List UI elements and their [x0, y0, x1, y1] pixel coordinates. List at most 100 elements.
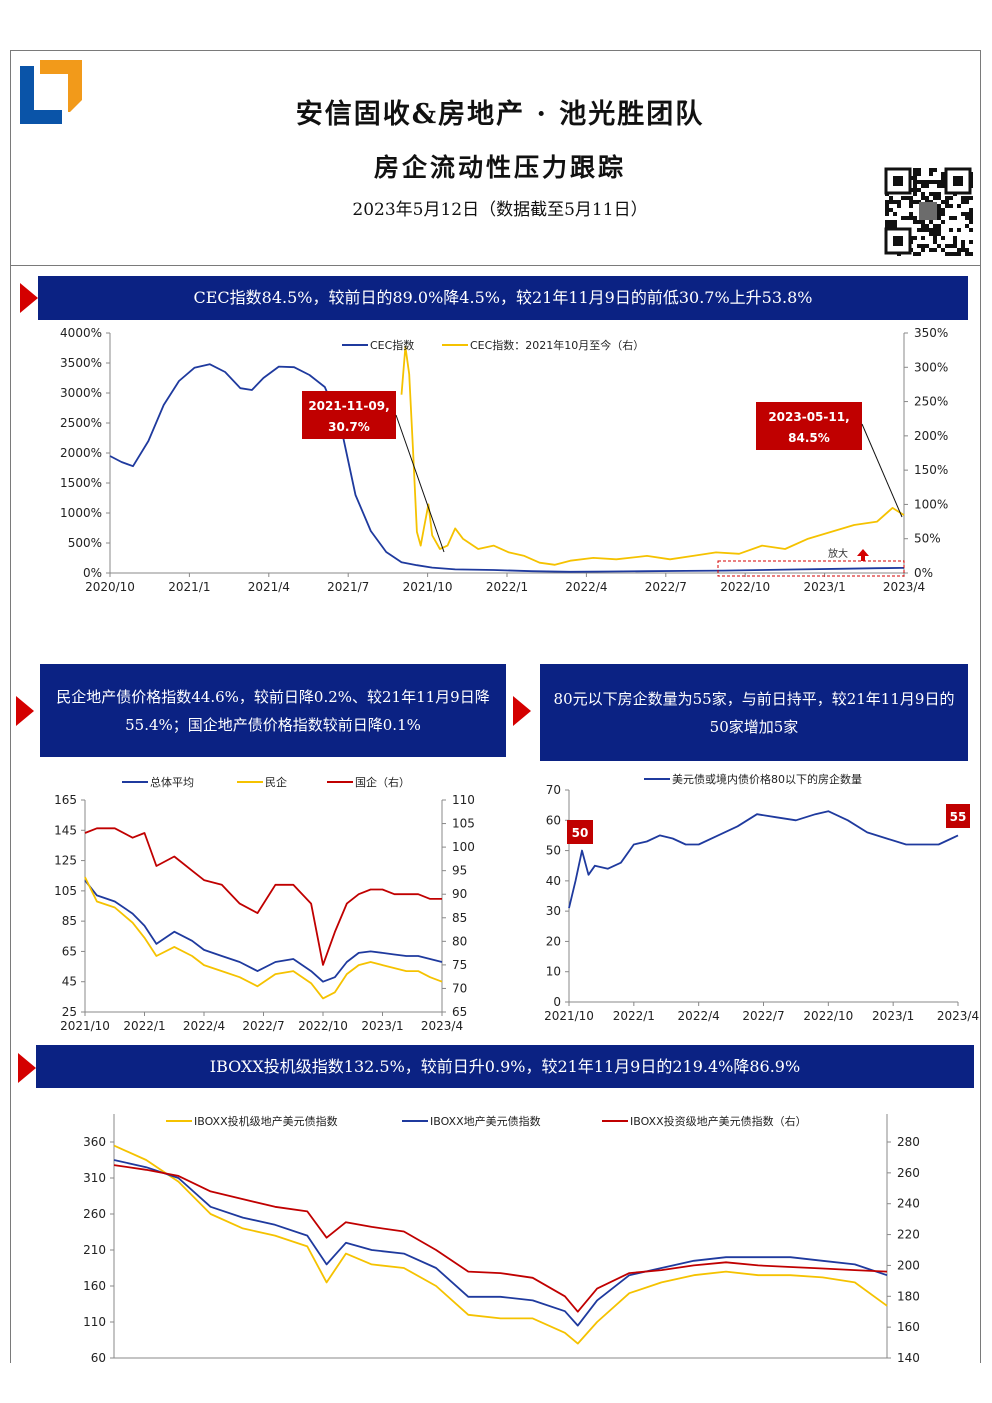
x-tick-label: 2021/10 [403, 580, 453, 594]
qr-module [965, 196, 969, 200]
qr-module [933, 236, 937, 240]
qr-module [913, 252, 917, 256]
y-tick-label-left: 165 [54, 793, 77, 807]
qr-module [901, 216, 905, 220]
qr-module [969, 216, 973, 220]
qr-module [965, 200, 969, 204]
qr-module [933, 180, 937, 184]
y-tick-label-right: 220 [897, 1228, 920, 1242]
x-tick-label: 2022/10 [720, 580, 770, 594]
qr-module [961, 200, 965, 204]
x-tick-label: 2020/10 [85, 580, 135, 594]
qr-module [925, 196, 929, 200]
qr-module [917, 180, 921, 184]
x-tick-label: 2023/4 [421, 1019, 463, 1033]
qr-module [893, 220, 897, 224]
y-tick-label-right: 75 [452, 958, 467, 972]
qr-module [945, 244, 949, 248]
qr-module [961, 240, 965, 244]
page-frame [10, 50, 981, 1363]
x-tick-label: 2021/1 [168, 580, 210, 594]
x-tick-label: 2022/10 [803, 1009, 853, 1023]
qr-finder [884, 227, 912, 255]
qr-module [913, 192, 917, 196]
x-tick-label: 2021/4 [248, 580, 290, 594]
legend-label-1: CEC指数：2021年10月至今（右） [470, 338, 644, 352]
x-tick-label: 2023/4 [883, 580, 925, 594]
qr-module [885, 200, 889, 204]
y-tick-label-right: 80 [452, 934, 467, 948]
qr-module [901, 196, 905, 200]
qr-module [929, 192, 933, 196]
x-tick-label: 2023/1 [361, 1019, 403, 1033]
legend-label-0: CEC指数 [370, 338, 414, 352]
qr-module [965, 252, 969, 256]
y-tick-label-right: 200% [914, 429, 948, 443]
y-tick-label-left: 60 [91, 1351, 106, 1365]
qr-module [905, 216, 909, 220]
y-tick-label-right: 140 [897, 1351, 920, 1365]
zoom-box [717, 560, 905, 577]
zoom-label: 放大 [828, 547, 848, 560]
qr-module [909, 200, 913, 204]
qr-module [941, 208, 945, 212]
x-tick-label: 2022/7 [645, 580, 687, 594]
qr-module [953, 236, 957, 240]
x-tick-label: 2022/7 [242, 1019, 284, 1033]
banner-cec: CEC指数84.5%，较前日的89.0%降4.5%，较21年11月9日的前低30… [38, 276, 968, 320]
y-tick-label-left: 160 [83, 1279, 106, 1293]
qr-code[interactable] [883, 166, 973, 256]
y-tick-label-left: 85 [62, 914, 77, 928]
y-tick-label-right: 150% [914, 463, 948, 477]
y-tick-label-right: 260 [897, 1166, 920, 1180]
qr-module [941, 248, 945, 252]
qr-module [937, 204, 941, 208]
y-tick-label-left: 1000% [60, 506, 102, 520]
y-tick-label-left: 125 [54, 854, 77, 868]
qr-module [921, 236, 925, 240]
qr-module [885, 224, 889, 228]
annotation-box-latest [756, 402, 862, 450]
qr-module [937, 232, 941, 236]
qr-module [961, 212, 965, 216]
qr-module [941, 220, 945, 224]
qr-module [893, 212, 897, 216]
qr-center-avatar [919, 202, 937, 220]
x-tick-label: 2021/7 [327, 580, 369, 594]
qr-module [921, 184, 925, 188]
y-tick-label-left: 360 [83, 1135, 106, 1149]
qr-module [945, 196, 949, 200]
qr-finder [944, 167, 972, 195]
banner-iboxx: IBOXX投机级指数132.5%，较前日升0.9%，较21年11月9日的219.… [36, 1045, 974, 1088]
y-tick-label-left: 500% [68, 536, 102, 550]
legend-label-0: 总体平均 [150, 775, 194, 789]
legend-label-1: IBOXX地产美元债指数 [430, 1114, 541, 1128]
qr-module [953, 216, 957, 220]
y-tick-label-left: 10 [546, 965, 561, 979]
legend-label-1: 民企 [265, 775, 287, 789]
qr-module [961, 196, 965, 200]
annotation-latest-leader [861, 423, 903, 518]
qr-module [921, 228, 925, 232]
qr-module [965, 224, 969, 228]
qr-module [909, 196, 913, 200]
qr-module [929, 220, 933, 224]
zoom-arrow-icon [857, 549, 869, 561]
x-tick-label: 2023/4 [937, 1009, 979, 1023]
qr-module [885, 212, 889, 216]
y-tick-label-left: 310 [83, 1171, 106, 1185]
qr-module [949, 196, 953, 200]
bond-price-index-chart: 165 145 125 105 85 65 45 25 110 105 100 95 90 85 80 75 7… [54, 775, 475, 1033]
y-tick-label-left: 1500% [60, 476, 102, 490]
qr-module [937, 244, 941, 248]
x-tick-label: 2021/10 [544, 1009, 594, 1023]
qr-module [921, 224, 925, 228]
qr-module [889, 224, 893, 228]
series-line-2 [84, 827, 442, 966]
qr-module [969, 240, 973, 244]
qr-module [937, 228, 941, 232]
qr-module [937, 184, 941, 188]
qr-module [933, 196, 937, 200]
qr-module [909, 204, 913, 208]
